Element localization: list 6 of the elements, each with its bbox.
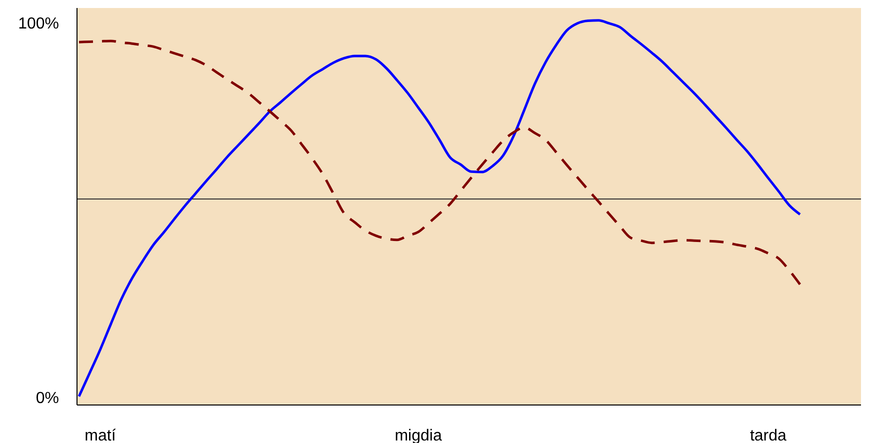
y-tick-label: 0% — [36, 390, 59, 408]
x-tick-label: matí — [84, 427, 116, 443]
y-tick-label: 100% — [18, 16, 59, 33]
line-series — [78, 40, 802, 286]
line-series — [78, 19, 802, 398]
x-tick-label: tarda — [750, 427, 787, 443]
